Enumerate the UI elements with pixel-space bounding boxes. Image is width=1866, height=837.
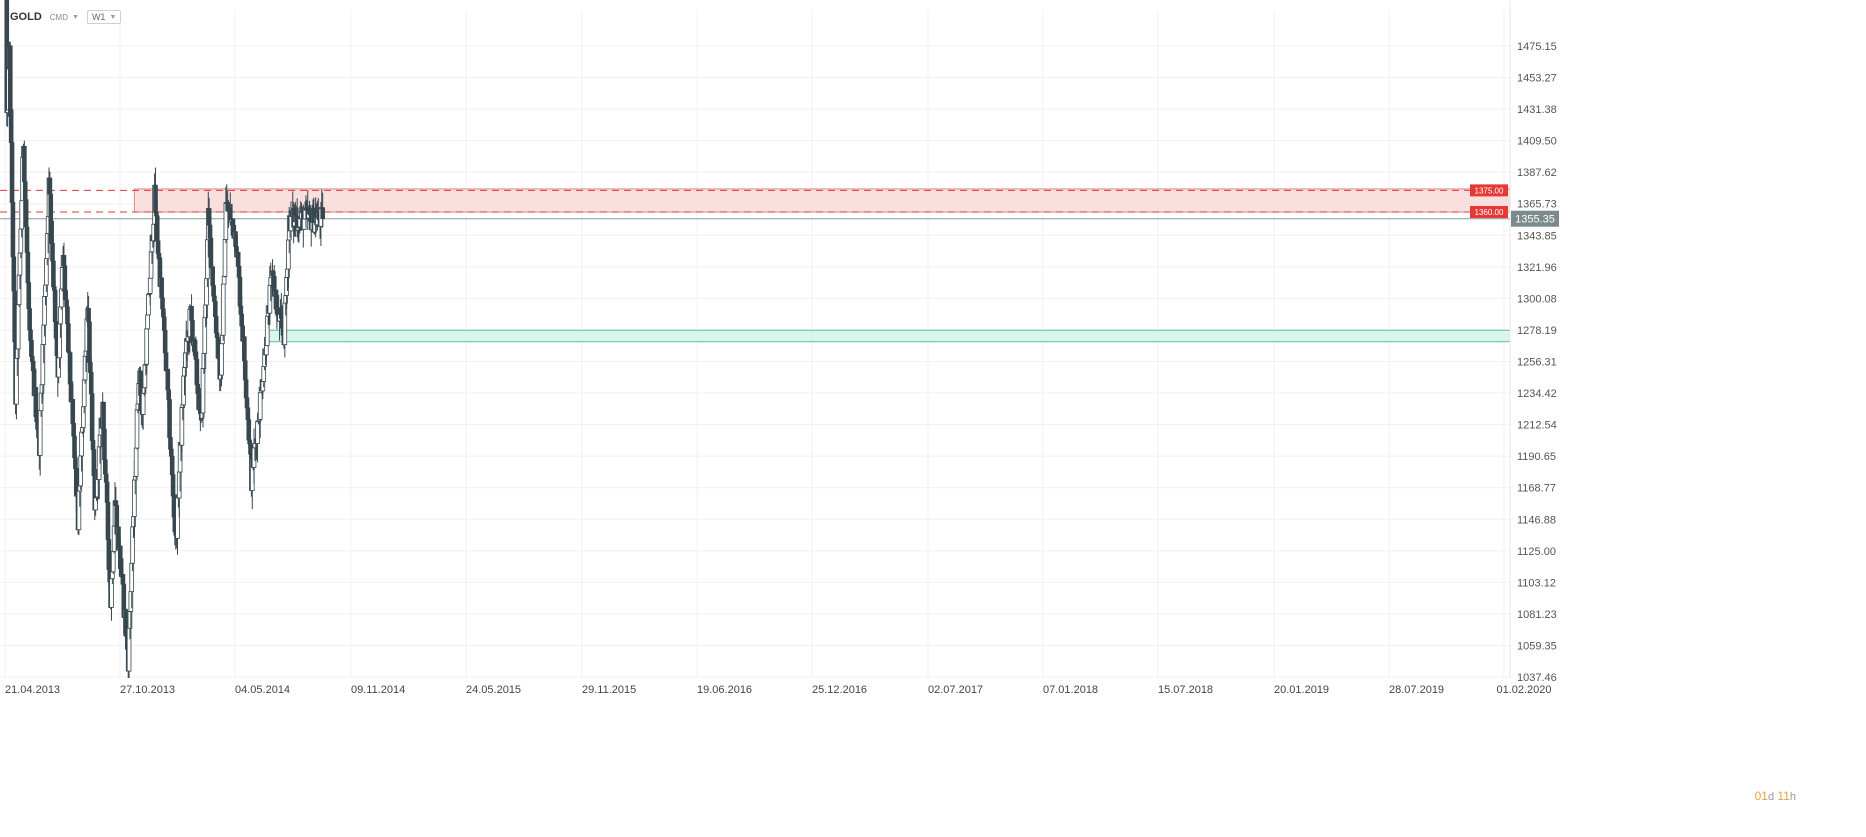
- level-label-bg: [1470, 184, 1508, 197]
- countdown-days: 01: [1754, 789, 1768, 803]
- candle-body: [66, 323, 71, 353]
- y-tick-label: 1343.85: [1517, 230, 1557, 242]
- x-tick-label: 25.12.2016: [812, 684, 867, 696]
- y-tick-label: 1168.77: [1517, 483, 1556, 495]
- x-tick-label: 15.07.2018: [1158, 684, 1213, 696]
- x-axis: 21.04.2013 27.10.2013 04.05.2014 09.11.2014…: [5, 684, 1552, 696]
- candle-body: [230, 218, 236, 226]
- candle-body: [52, 289, 58, 323]
- candle-body: [9, 142, 15, 203]
- x-tick-label: 04.05.2014: [235, 684, 290, 696]
- candle-body: [22, 145, 27, 182]
- candle-body: [320, 207, 325, 220]
- candle-body: [133, 447, 139, 477]
- y-tick-label: 1190.65: [1517, 451, 1556, 463]
- candle-body: [200, 368, 206, 414]
- candle-body: [37, 410, 43, 456]
- candle-body: [101, 401, 106, 430]
- candle-body: [257, 392, 263, 420]
- y-tick-label: 1103.12: [1517, 577, 1556, 589]
- y-tick-label: 1453.27: [1517, 73, 1557, 85]
- candle-body: [147, 277, 153, 294]
- x-tick-label: 21.04.2013: [5, 684, 60, 696]
- timeframe-selector[interactable]: W1 ▼: [86, 10, 122, 24]
- timeframe-label: W1: [91, 12, 106, 22]
- candle-body: [19, 200, 25, 230]
- candle-body: [264, 345, 269, 356]
- x-tick-label: 01.02.2020: [1496, 684, 1551, 696]
- x-tick-label: 24.05.2015: [466, 684, 521, 696]
- candle-body: [71, 423, 76, 437]
- y-tick-label: 1365.73: [1517, 199, 1557, 211]
- candle-body: [50, 243, 55, 262]
- y-tick-label: 1212.54: [1517, 420, 1557, 432]
- countdown-day-unit: d: [1767, 791, 1775, 803]
- candle-body: [81, 379, 87, 408]
- support-zone[interactable]: [265, 329, 1511, 343]
- y-tick-label: 1300.08: [1517, 293, 1557, 305]
- candle[interactable]: [220, 282, 226, 341]
- y-tick-label: 1431.38: [1517, 104, 1557, 116]
- candle-body: [144, 328, 149, 365]
- candle-body: [59, 288, 64, 308]
- chevron-down-icon: ▼: [109, 13, 117, 21]
- level-label: 1360.00: [1475, 208, 1504, 217]
- x-tick-label: 28.07.2019: [1389, 684, 1444, 696]
- resistance-zone[interactable]: [133, 188, 1511, 213]
- candle-body: [110, 550, 116, 573]
- y-tick-label: 1037.46: [1517, 672, 1557, 684]
- x-tick-label: 19.06.2016: [697, 684, 752, 696]
- y-tick-label: 1146.88: [1517, 514, 1556, 526]
- symbol-label[interactable]: GOLD: [10, 11, 42, 23]
- x-tick-label: 09.11.2014: [351, 684, 405, 696]
- y-tick-label: 1387.62: [1517, 167, 1557, 179]
- x-tick-label: 29.11.2015: [582, 684, 636, 696]
- y-tick-label: 1409.50: [1517, 136, 1557, 148]
- candle-body: [49, 220, 54, 244]
- x-tick-label: 20.01.2019: [1274, 684, 1329, 696]
- level-label-bg: [1470, 206, 1508, 219]
- candle-countdown: 01d 11h: [1755, 789, 1796, 803]
- y-tick-label: 1125.00: [1517, 546, 1556, 558]
- countdown-hours: 11: [1777, 789, 1790, 803]
- chart-header: GOLD CMD ▼ W1 ▼: [10, 10, 122, 24]
- candle-body: [220, 283, 226, 336]
- chevron-down-icon: ▼: [72, 13, 79, 21]
- candle-body: [48, 193, 54, 222]
- x-tick-label: 07.01.2018: [1043, 684, 1098, 696]
- level-labels: 1375.00 1360.00 1355.35: [1470, 184, 1559, 227]
- y-axis: 1475.15 1453.27 1431.38 1409.50 1387.62 1365.…: [1509, 0, 1557, 684]
- market-label: CMD: [49, 12, 68, 22]
- x-tick-label: 02.07.2017: [928, 684, 983, 696]
- candle-body: [145, 314, 150, 330]
- y-tick-label: 1475.15: [1517, 41, 1557, 53]
- x-tick-label: 27.10.2013: [120, 684, 175, 696]
- y-tick-label: 1059.35: [1517, 640, 1557, 652]
- y-tick-label: 1234.42: [1517, 388, 1557, 400]
- grid: [0, 10, 1510, 678]
- candle-body: [255, 420, 260, 445]
- y-tick-label: 1081.23: [1517, 609, 1557, 621]
- current-price-label: 1355.35: [1515, 214, 1555, 226]
- candle-body: [208, 237, 214, 268]
- level-label: 1375.00: [1475, 186, 1504, 195]
- levels: [0, 189, 1510, 220]
- candle-body: [207, 224, 213, 239]
- y-tick-label: 1278.19: [1517, 325, 1557, 337]
- candle-body: [105, 501, 111, 540]
- candle-body: [11, 256, 17, 292]
- candle[interactable]: [320, 192, 325, 228]
- countdown-hour-unit: h: [1789, 791, 1796, 803]
- candles: [4, 0, 325, 678]
- candle-body: [222, 239, 228, 277]
- y-tick-label: 1321.96: [1517, 262, 1557, 274]
- current-price-label-bg: [1511, 210, 1559, 227]
- y-tick-label: 1256.31: [1517, 356, 1557, 368]
- candle-body: [15, 304, 21, 350]
- market-selector[interactable]: CMD ▼: [50, 13, 79, 22]
- candle-body: [134, 409, 140, 449]
- candle-body: [117, 545, 123, 570]
- candle-body: [219, 343, 224, 376]
